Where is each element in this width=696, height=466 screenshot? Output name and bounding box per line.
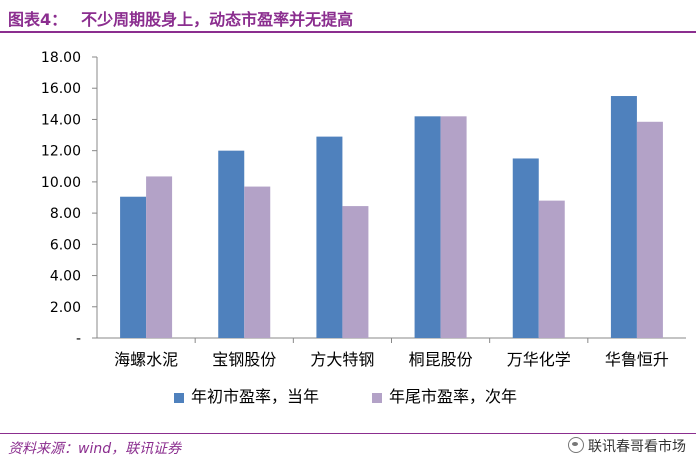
x-tick-label: 宝钢股份 — [212, 350, 276, 369]
y-tick-label: 2.00 — [50, 300, 81, 316]
figure-label: 图表4： — [8, 10, 68, 29]
bar-start-pe — [316, 136, 343, 338]
bar-end-pe — [146, 176, 173, 338]
legend-swatch — [372, 393, 382, 403]
bar-start-pe — [414, 116, 441, 338]
bar-start-pe — [512, 158, 539, 338]
legend-label: 年初市盈率，当年 — [191, 387, 319, 406]
bar-end-pe — [342, 206, 369, 338]
y-tick-label: 14.00 — [41, 112, 81, 128]
figure-title: 不少周期股身上，动态市盈率并无提高 — [81, 10, 354, 29]
bar-end-pe — [244, 186, 271, 338]
bar-start-pe — [610, 96, 637, 339]
watermark-text: 联讯春哥看市场 — [588, 439, 686, 455]
wechat-icon — [568, 437, 584, 453]
y-tick-label: 16.00 — [41, 81, 81, 97]
legend-swatch — [174, 393, 184, 403]
footer-divider — [0, 433, 696, 434]
y-tick-label: 12.00 — [41, 144, 81, 160]
x-tick-label: 方大特钢 — [310, 350, 374, 369]
legend-label: 年尾市盈率，次年 — [389, 387, 517, 406]
bar-end-pe — [538, 200, 565, 338]
x-tick-label: 海螺水泥 — [114, 350, 178, 369]
y-tick-label: 18.00 — [41, 50, 81, 66]
y-tick-label: 4.00 — [50, 269, 81, 285]
y-tick-label: 10.00 — [41, 175, 81, 191]
source-note: 资料来源：wind，联讯证券 — [8, 441, 182, 457]
x-tick-label: 万华化学 — [507, 350, 571, 369]
y-tick-label: 6.00 — [50, 237, 81, 253]
chart-title: 图表4： 不少周期股身上，动态市盈率并无提高 — [8, 6, 353, 30]
bar-start-pe — [218, 150, 245, 338]
x-tick-label: 桐昆股份 — [409, 350, 473, 369]
y-tick-label: - — [76, 331, 81, 347]
y-tick-label: 8.00 — [50, 206, 81, 222]
bar-start-pe — [120, 196, 147, 338]
watermark: 联讯春哥看市场 — [568, 436, 686, 456]
x-tick-label: 华鲁恒升 — [605, 350, 669, 369]
title-divider — [0, 31, 696, 33]
bar-end-pe — [440, 116, 467, 338]
bar-end-pe — [636, 121, 663, 339]
